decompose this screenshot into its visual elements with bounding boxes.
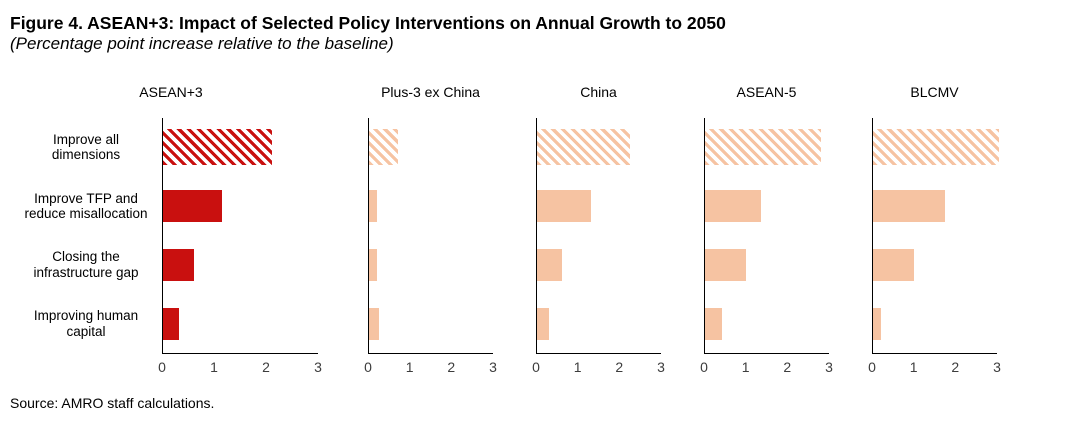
x-tick-label: 0 <box>868 359 876 375</box>
panel-asean-5: ASEAN-5 0 1 2 3 <box>700 84 833 375</box>
bar-china-improve-all-dimensions <box>537 129 630 166</box>
x-tick-label: 2 <box>783 359 792 375</box>
x-tick-label: 3 <box>657 359 665 375</box>
x-tick-label: 2 <box>615 359 624 375</box>
plot-asean-5 <box>704 118 829 354</box>
figure-subtitle: (Percentage point increase relative to t… <box>10 34 394 53</box>
category-labels: Improve all dimensions Improve TFP and re… <box>10 118 162 353</box>
bar-row <box>705 177 829 236</box>
category-label-3: Closing the infrastructure gap <box>33 249 139 280</box>
plot-blcmv <box>872 118 1000 354</box>
x-tick-label: 1 <box>573 359 582 375</box>
panel-asean-3: ASEAN+3 0 1 2 3 <box>139 84 322 375</box>
bar-china-improve-tfp-and-reduce-misallocation <box>537 190 591 223</box>
bar-asean-5-improving-human-capital <box>705 307 722 340</box>
bar-asean-3-closing-the-infrastructure-gap <box>163 248 194 281</box>
panel-plus-3-ex-china: Plus-3 ex China 0 1 2 3 <box>364 84 497 375</box>
x-tick-label: 3 <box>825 359 833 375</box>
figure-container: Figure 4. ASEAN+3: Impact of Selected Po… <box>10 13 1087 411</box>
bar-plus-3-ex-china-improving-human-capital <box>369 307 380 340</box>
bar-blcmv-improving-human-capital <box>873 307 882 340</box>
x-tick-label: 2 <box>262 359 270 375</box>
panel-blcmv: BLCMV 0 1 2 3 <box>868 84 1001 375</box>
bar-asean-3-improving-human-capital <box>163 307 179 340</box>
bar-blcmv-closing-the-infrastructure-gap <box>873 248 915 281</box>
x-tick-label: 2 <box>951 359 960 375</box>
panel-title-china: China <box>580 84 617 100</box>
panel-title-blcmv: BLCMV <box>910 84 959 100</box>
bar-asean-5-improve-tfp-and-reduce-misallocation <box>705 190 761 223</box>
category-label-2: Improve TFP and reduce misallocation <box>24 190 148 222</box>
figure-title: Figure 4. ASEAN+3: Impact of Selected Po… <box>10 13 726 33</box>
bar-asean-3-improve-all-dimensions <box>163 129 272 166</box>
x-tick-label: 3 <box>993 359 1001 375</box>
bar-row <box>705 294 829 353</box>
bar-row <box>163 177 318 236</box>
bar-row <box>873 118 1000 177</box>
bar-row <box>873 294 997 353</box>
bar-row <box>873 236 997 295</box>
plot-plus-3-ex-china <box>368 118 493 354</box>
x-tick-label: 1 <box>210 359 218 375</box>
bar-china-closing-the-infrastructure-gap <box>537 248 562 281</box>
panel-title-plus-3-ex-china: Plus-3 ex China <box>381 84 480 100</box>
x-tick-label: 2 <box>447 359 456 375</box>
x-axis-ticks-plus-3-ex-china: 0 1 2 3 <box>364 359 497 375</box>
bar-row <box>537 118 661 177</box>
bar-row <box>369 177 493 236</box>
bar-blcmv-improve-tfp-and-reduce-misallocation <box>873 190 946 223</box>
x-tick-label: 1 <box>741 359 750 375</box>
bar-row <box>369 236 493 295</box>
x-tick-label: 0 <box>700 359 708 375</box>
x-tick-label: 3 <box>489 359 497 375</box>
category-label-1: Improve all dimensions <box>51 131 121 163</box>
bar-blcmv-improve-all-dimensions <box>873 129 1000 166</box>
bar-plus-3-ex-china-improve-all-dimensions <box>369 129 398 166</box>
panels: ASEAN+3 0 1 2 3 Plus-3 ex China 0 1 2 3 China 0 1 2 3 A… <box>139 84 1001 375</box>
x-tick-label: 3 <box>314 359 322 375</box>
bar-row <box>873 177 997 236</box>
x-axis-ticks-china: 0 1 2 3 <box>532 359 665 375</box>
source-note: Source: AMRO staff calculations. <box>10 395 215 411</box>
bar-china-improving-human-capital <box>537 307 550 340</box>
chart-area: Improve all dimensions Improve TFP and re… <box>10 84 1087 375</box>
bar-asean-3-improve-tfp-and-reduce-misallocation <box>163 190 223 223</box>
panel-title-asean-3: ASEAN+3 <box>139 84 203 100</box>
bar-row <box>705 118 829 177</box>
x-tick-label: 0 <box>364 359 372 375</box>
plot-china <box>536 118 661 354</box>
bar-row <box>369 118 493 177</box>
bar-row <box>369 294 493 353</box>
x-tick-label: 1 <box>405 359 414 375</box>
bar-row <box>537 236 661 295</box>
x-axis-ticks-asean-5: 0 1 2 3 <box>700 359 833 375</box>
category-label-4: Improving human capital <box>33 308 139 339</box>
bar-plus-3-ex-china-improve-tfp-and-reduce-misallocation <box>369 190 378 223</box>
panel-title-asean-5: ASEAN-5 <box>736 84 797 100</box>
panel-china: China 0 1 2 3 <box>532 84 665 375</box>
bar-row <box>163 294 318 353</box>
x-axis-ticks-blcmv: 0 1 2 3 <box>868 359 1001 375</box>
bar-row <box>705 236 829 295</box>
bar-asean-5-improve-all-dimensions <box>705 129 821 166</box>
bar-row <box>537 294 661 353</box>
x-tick-label: 0 <box>158 359 166 375</box>
x-tick-label: 1 <box>909 359 918 375</box>
bar-row <box>163 118 318 177</box>
x-tick-label: 0 <box>532 359 540 375</box>
bar-row <box>537 177 661 236</box>
bar-plus-3-ex-china-closing-the-infrastructure-gap <box>369 248 378 281</box>
plot-asean-3 <box>162 118 318 354</box>
bar-asean-5-closing-the-infrastructure-gap <box>705 248 747 281</box>
bar-row <box>163 236 318 295</box>
x-axis-ticks-asean-3: 0 1 2 3 <box>158 359 322 375</box>
